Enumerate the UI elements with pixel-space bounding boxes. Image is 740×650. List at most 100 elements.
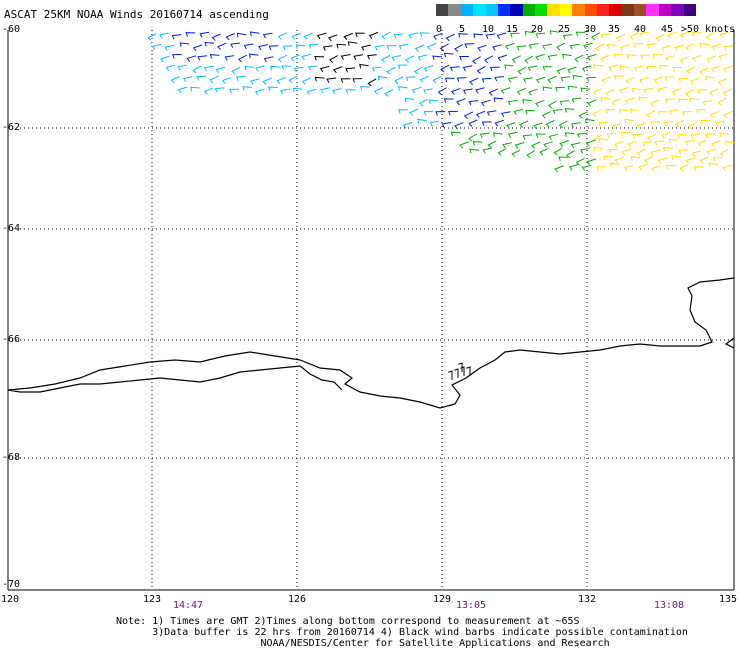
wind-barb (402, 121, 413, 129)
wind-barb (336, 43, 347, 49)
wind-barb (596, 166, 607, 171)
wind-barb (373, 87, 384, 95)
wind-barb (639, 77, 649, 84)
note-line-1: Note: 1) Times are GMT 2)Times along bot… (116, 616, 580, 627)
wind-barb (225, 33, 235, 41)
wind-barb (552, 109, 563, 115)
wind-barb (623, 164, 634, 172)
wind-barb (493, 97, 504, 103)
wind-barb (516, 87, 527, 96)
wind-barb (417, 118, 427, 124)
wind-barb (715, 121, 726, 127)
legend-swatch (609, 4, 623, 16)
legend-label-35: 35 (607, 24, 621, 35)
wind-barb (458, 362, 463, 372)
wind-barb (367, 78, 377, 87)
wind-barb (581, 65, 592, 72)
wind-barb (340, 78, 351, 83)
wind-barb (329, 55, 339, 63)
wind-barb (554, 165, 564, 173)
wind-barb (668, 138, 679, 144)
wind-barb (249, 31, 260, 37)
wind-barb (547, 75, 557, 84)
wind-barb (456, 98, 466, 106)
wind-barb (647, 133, 657, 141)
wind-barb (705, 76, 715, 81)
wind-barb (592, 109, 602, 118)
wind-barb (494, 119, 504, 127)
wind-barb (522, 134, 533, 140)
wind-barb (209, 54, 220, 59)
wind-barb (308, 65, 318, 71)
legend-swatch (621, 4, 635, 16)
wind-barb (652, 54, 663, 59)
wind-barb (657, 157, 668, 165)
lon-label-129: 129 (432, 594, 452, 605)
legend-swatch (448, 4, 462, 16)
wind-barb (393, 33, 404, 39)
wind-barb (725, 140, 735, 146)
wind-barb (473, 33, 483, 39)
wind-barb (281, 65, 292, 70)
wind-barb (558, 120, 568, 129)
wind-barb (700, 119, 711, 125)
wind-barb (528, 88, 538, 96)
wind-barb (468, 133, 478, 142)
wind-barb (559, 100, 570, 106)
legend-swatch (535, 4, 548, 16)
wind-barb (419, 75, 429, 83)
wind-barb (164, 44, 175, 51)
graticule (8, 30, 734, 590)
wind-barb (611, 98, 621, 106)
wind-barb (295, 44, 306, 50)
wind-barb (468, 119, 478, 127)
legend-swatch (671, 4, 685, 16)
wind-barb (433, 32, 443, 40)
legend-label-30: 30 (583, 24, 597, 35)
wind-barb (391, 55, 402, 61)
wind-barb (723, 65, 733, 73)
wind-barb (501, 111, 511, 118)
time-label-3: 13:08 (653, 600, 685, 611)
wind-barb (255, 65, 265, 72)
wind-barb (522, 99, 532, 104)
wind-barb (487, 140, 497, 149)
wind-barb (650, 149, 661, 156)
legend-label-25: 25 (557, 24, 571, 35)
wind-barb (569, 43, 580, 50)
wind-barb (696, 109, 706, 114)
wind-barb (423, 88, 433, 94)
wind-barb (460, 366, 465, 376)
wind-barb (679, 56, 689, 64)
wind-barb (496, 32, 507, 39)
wind-barb (606, 44, 617, 49)
wind-barb (608, 148, 619, 154)
wind-barb (192, 44, 203, 52)
lon-label-123: 123 (142, 594, 162, 605)
wind-barb (689, 97, 699, 103)
wind-barb (567, 85, 578, 91)
wind-barb (578, 111, 588, 119)
wind-barb (409, 108, 419, 116)
wind-barb (250, 78, 260, 85)
wind-barb (332, 88, 342, 95)
wind-barb (570, 122, 581, 128)
wind-barb (345, 67, 356, 73)
wind-barb (586, 158, 597, 166)
wind-barb (643, 87, 654, 94)
legend-swatch (658, 4, 672, 16)
wind-barb (655, 34, 665, 42)
wind-barb (509, 32, 520, 38)
wind-barb (627, 140, 637, 148)
lon-label-126: 126 (287, 594, 307, 605)
wind-barb (423, 110, 434, 116)
wind-barb (432, 55, 443, 61)
wind-barb (535, 32, 546, 38)
wind-barb (314, 76, 325, 82)
wind-barb (625, 76, 635, 85)
wind-barb (692, 32, 702, 37)
legend-label-40: 40 (633, 24, 647, 35)
wind-barb (511, 149, 521, 158)
wind-barb (612, 122, 622, 130)
wind-barb (196, 75, 207, 81)
